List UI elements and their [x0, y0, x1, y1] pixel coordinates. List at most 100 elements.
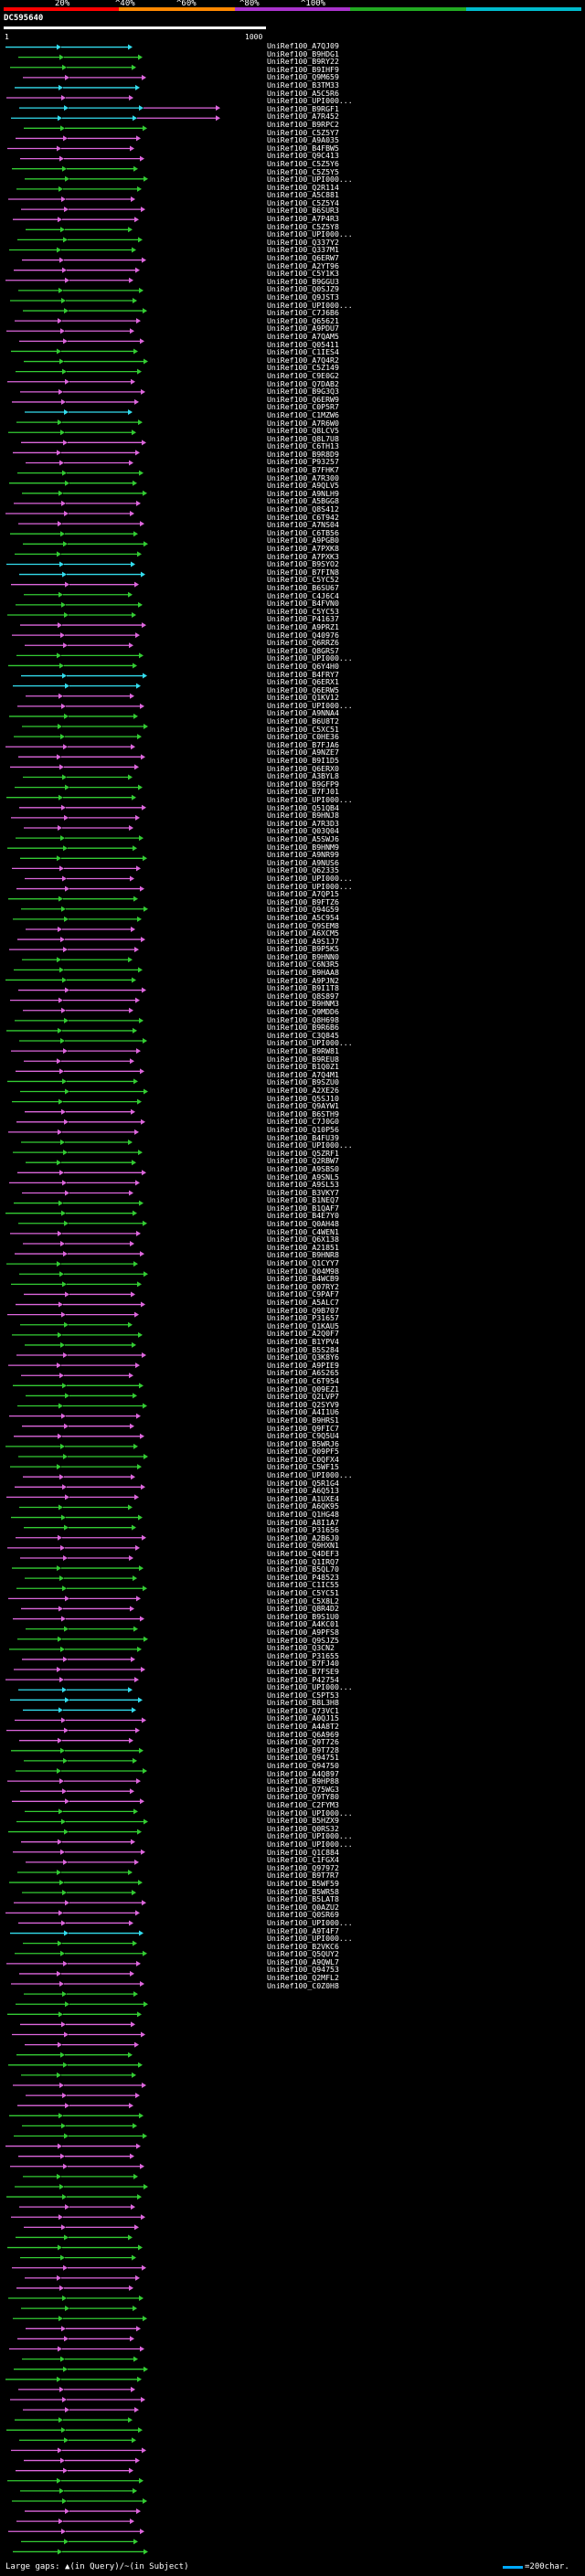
hit-accession[interactable]: UniRef100_B5S284	[267, 1344, 339, 1354]
hit-accession[interactable]: UniRef100_Q6ERW5	[267, 684, 339, 694]
hit-accession[interactable]: UniRef100_A4I1U6	[267, 1407, 339, 1417]
hit-accession[interactable]: UniRef100_Q10P56	[267, 1124, 339, 1134]
hit-accession[interactable]: UniRef100_C5Z5Y4	[267, 197, 339, 207]
hit-accession[interactable]: UniRef100_B5WRJ6	[267, 1438, 339, 1448]
hit-accession[interactable]: UniRef100_Q40976	[267, 630, 339, 640]
hit-accession[interactable]: UniRef100_B4FVN0	[267, 599, 339, 609]
hit-accession[interactable]: UniRef100_B7FSE9	[267, 1666, 339, 1676]
hit-accession[interactable]: UniRef100_A7Q4R2	[267, 355, 339, 365]
hit-accession[interactable]: UniRef100_Q6X138	[267, 1235, 339, 1245]
hit-accession[interactable]: UniRef100_A9PDU7	[267, 323, 339, 334]
hit-accession[interactable]: UniRef100_B9IHF9	[267, 64, 339, 74]
hit-accession[interactable]: UniRef100_Q62335	[267, 865, 339, 875]
hit-accession[interactable]: UniRef100_Q9B707	[267, 1305, 339, 1315]
hit-accession[interactable]: UniRef100_B3TM33	[267, 80, 339, 90]
hit-accession[interactable]: UniRef100_A2B6J0	[267, 1532, 339, 1542]
hit-accession[interactable]: UniRef100_Q9FIC7	[267, 1423, 339, 1433]
hit-accession[interactable]: UniRef100_UPI000...	[267, 96, 353, 106]
hit-accession[interactable]: UniRef100_Q4DEF3	[267, 1549, 339, 1558]
hit-accession[interactable]: UniRef100_Q94G59	[267, 905, 339, 915]
hit-accession[interactable]: UniRef100_Q0AH48	[267, 1219, 339, 1229]
hit-accession[interactable]: UniRef100_Q04M98	[267, 1266, 339, 1276]
hit-accession[interactable]: UniRef100_B5QL70	[267, 1564, 339, 1574]
hit-accession[interactable]: UniRef100_B9I1T8	[267, 983, 339, 993]
hit-accession[interactable]: UniRef100_Q9M659	[267, 72, 339, 82]
hit-accession[interactable]: UniRef100_A6Q513	[267, 1486, 339, 1496]
hit-accession[interactable]: UniRef100_P48523	[267, 1572, 339, 1582]
hit-accession[interactable]: UniRef100_B4WCB9	[267, 1274, 339, 1284]
hit-accession[interactable]: UniRef100_A6S265	[267, 1368, 339, 1378]
hit-accession[interactable]: UniRef100_Q337Y2	[267, 237, 339, 247]
hit-accession[interactable]: UniRef100_Q5ZRF1	[267, 1148, 339, 1158]
hit-accession[interactable]: UniRef100_A7PXK8	[267, 544, 339, 553]
hit-accession[interactable]: UniRef100_C6TB56	[267, 527, 339, 537]
hit-accession[interactable]: UniRef100_C5X8L2	[267, 1595, 339, 1606]
hit-accession[interactable]: UniRef100_B8L3H8	[267, 1698, 339, 1708]
hit-accession[interactable]: UniRef100_B7FJA6	[267, 739, 339, 749]
hit-accession[interactable]: UniRef100_C9PAF7	[267, 1289, 339, 1299]
hit-accession[interactable]: UniRef100_C0QFX4	[267, 1454, 339, 1464]
hit-accession[interactable]: UniRef100_B9HNM3	[267, 999, 339, 1009]
hit-accession[interactable]: UniRef100_Q9T726	[267, 1737, 339, 1747]
hit-accession[interactable]: UniRef100_C3Q845	[267, 1030, 339, 1040]
hit-accession[interactable]: UniRef100_C0P5R7	[267, 402, 339, 412]
hit-accession[interactable]: UniRef100_Q8H698	[267, 1014, 339, 1024]
hit-accession[interactable]: UniRef100_A9SL53	[267, 1180, 339, 1190]
hit-accession[interactable]: UniRef100_C2FYM3	[267, 1800, 339, 1809]
hit-accession[interactable]: UniRef100_B6STH9	[267, 1108, 339, 1118]
hit-accession[interactable]: UniRef100_Q5SJ10	[267, 1093, 339, 1103]
hit-accession[interactable]: UniRef100_Q97972	[267, 1862, 339, 1872]
hit-accession[interactable]: UniRef100_Q1HG48	[267, 1510, 339, 1520]
hit-accession[interactable]: UniRef100_A9A035	[267, 135, 339, 145]
hit-accession[interactable]: UniRef100_C9E0G2	[267, 370, 339, 380]
hit-accession[interactable]: UniRef100_C5PT53	[267, 1690, 339, 1700]
hit-accession[interactable]: UniRef100_Q0SR69	[267, 1910, 339, 1920]
hit-accession[interactable]: UniRef100_A5SWJ6	[267, 833, 339, 843]
hit-accession[interactable]: UniRef100_P42754	[267, 1674, 339, 1684]
hit-accession[interactable]: UniRef100_UPI000...	[267, 229, 353, 239]
hit-accession[interactable]: UniRef100_A7QP15	[267, 889, 339, 899]
hit-accession[interactable]: UniRef100_Q3CN2	[267, 1643, 335, 1653]
hit-accession[interactable]: UniRef100_C5Z149	[267, 363, 339, 373]
hit-accession[interactable]: UniRef100_B4FU39	[267, 1132, 339, 1142]
hit-accession[interactable]: UniRef100_A7R452	[267, 111, 339, 122]
hit-accession[interactable]: UniRef100_A9NUS6	[267, 857, 339, 867]
hit-accession[interactable]: UniRef100_B9RY22	[267, 57, 339, 67]
hit-accession[interactable]: UniRef100_UPI000...	[267, 175, 353, 185]
hit-accession[interactable]: UniRef100_C1MZW6	[267, 409, 339, 419]
hit-accession[interactable]: UniRef100_C5YC53	[267, 606, 339, 616]
hit-accession[interactable]: UniRef100_Q6RRZ6	[267, 638, 339, 648]
hit-accession[interactable]: UniRef100_B7FJ01	[267, 787, 339, 797]
hit-accession[interactable]: UniRef100_B5WF59	[267, 1878, 339, 1888]
hit-accession[interactable]: UniRef100_Q1KV12	[267, 693, 339, 703]
hit-accession[interactable]: UniRef100_C6N3R5	[267, 959, 339, 970]
hit-accession[interactable]: UniRef100_Q6ERW7	[267, 253, 339, 263]
hit-accession[interactable]: UniRef100_B9SYO2	[267, 559, 339, 569]
hit-accession[interactable]: UniRef100_C0Z0H8	[267, 1980, 339, 1990]
hit-accession[interactable]: UniRef100_B9HAA8	[267, 968, 339, 978]
hit-accession[interactable]: UniRef100_Q9SJZ5	[267, 1635, 339, 1645]
hit-accession[interactable]: UniRef100_B9RPC2	[267, 119, 339, 129]
hit-accession[interactable]: UniRef100_Q3K8Y6	[267, 1352, 339, 1362]
hit-accession[interactable]: UniRef100_A9T4F7	[267, 1925, 339, 1935]
hit-accession[interactable]: UniRef100_B5WR58	[267, 1886, 339, 1896]
hit-accession[interactable]: UniRef100_B3VKY7	[267, 1187, 339, 1197]
hit-accession[interactable]: UniRef100_A7R3D3	[267, 818, 339, 828]
hit-accession[interactable]: UniRef100_Q2SYV9	[267, 1399, 339, 1409]
hit-accession[interactable]: UniRef100_C5WF15	[267, 1462, 339, 1472]
hit-accession[interactable]: UniRef100_Q0SJZ9	[267, 284, 339, 294]
hit-accession[interactable]: UniRef100_A7Q4M1	[267, 1069, 339, 1079]
hit-accession[interactable]: UniRef100_C5Z5Y6	[267, 158, 339, 168]
hit-accession[interactable]: UniRef100_C5Z5Y5	[267, 166, 339, 176]
hit-accession[interactable]: UniRef100_A9PRZ1	[267, 621, 339, 631]
hit-accession[interactable]: UniRef100_UPI000...	[267, 1038, 353, 1048]
hit-accession[interactable]: UniRef100_B7FHK7	[267, 465, 339, 475]
hit-accession[interactable]: UniRef100_A9NZE7	[267, 747, 339, 758]
hit-accession[interactable]: UniRef100_UPI000...	[267, 1934, 353, 1944]
hit-accession[interactable]: UniRef100_Q2LVP7	[267, 1392, 339, 1402]
hit-accession[interactable]: UniRef100_B4FBW5	[267, 143, 339, 153]
hit-accession[interactable]: UniRef100_B1NEQ7	[267, 1195, 339, 1205]
hit-accession[interactable]: UniRef100_C1IC55	[267, 1580, 339, 1590]
hit-accession[interactable]: UniRef100_Q73VC1	[267, 1705, 339, 1715]
hit-accession[interactable]: UniRef100_A3BYL8	[267, 771, 339, 781]
